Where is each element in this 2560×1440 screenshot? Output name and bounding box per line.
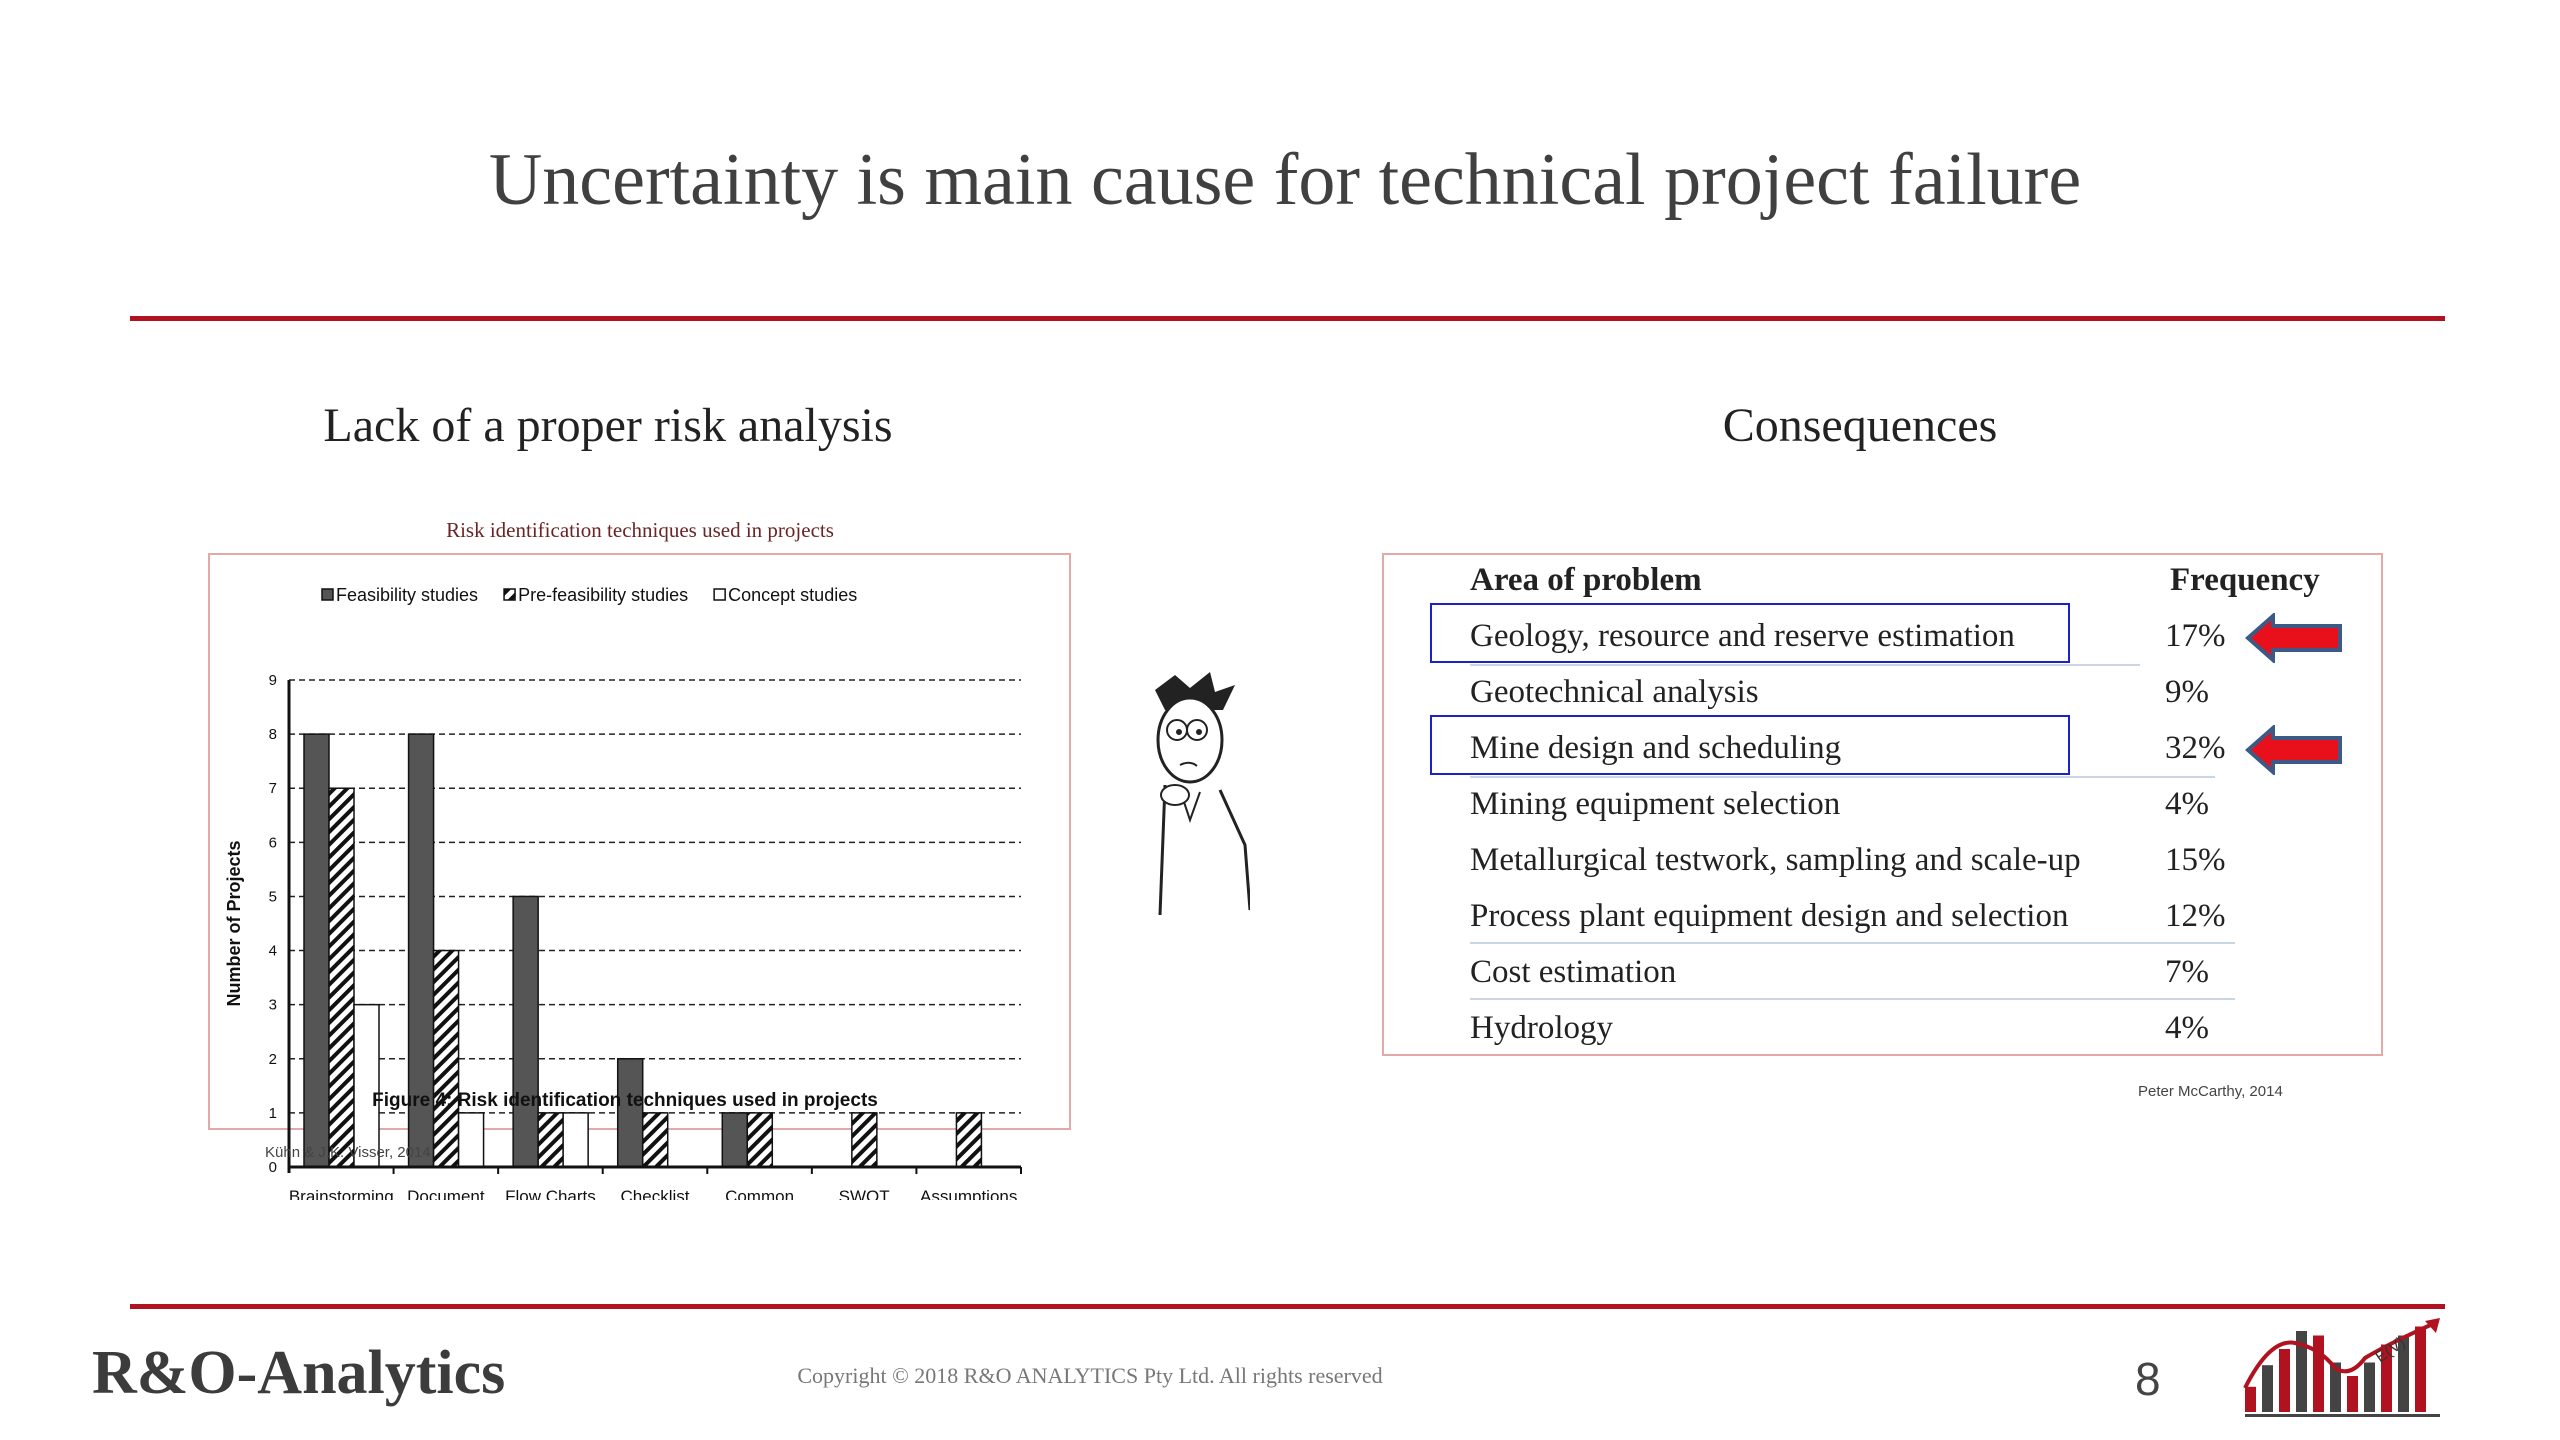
x-tick-label: Flow Charts [505, 1187, 596, 1200]
bar-white [457, 1112, 485, 1168]
table-row-area: Cost estimation [1470, 954, 1677, 990]
logo-bar [2381, 1344, 2392, 1412]
y-tick-label: 4 [269, 943, 277, 960]
logo-bar [2398, 1335, 2409, 1412]
y-tick-label: 3 [269, 997, 277, 1014]
bar-hatched [432, 949, 460, 1168]
logo-bar [2262, 1365, 2273, 1412]
y-tick-label: 7 [269, 780, 277, 797]
x-tick-label: Common [725, 1187, 794, 1200]
company-logo-icon: E(V) [2243, 1318, 2440, 1417]
y-tick-label: 1 [269, 1105, 277, 1122]
table-row-frequency: 9% [2165, 674, 2209, 710]
table-header-area: Area of problem [1470, 562, 1702, 598]
bar-white [562, 1112, 589, 1168]
row-underline [1470, 776, 2215, 778]
chart-citation: Kühn & J.K. Visser, 2014 [265, 1144, 431, 1161]
x-tick-label: Checklist [621, 1187, 690, 1200]
top-divider [130, 316, 2445, 321]
highlight-box [1430, 715, 2070, 775]
legend-label: Feasibility studies [336, 585, 478, 605]
right-heading: Consequences [1722, 399, 1998, 452]
table-row-frequency: 4% [2165, 786, 2209, 822]
x-tick-label: Assumptions [920, 1187, 1017, 1200]
table-row-area: Process plant equipment design and selec… [1470, 898, 2069, 934]
bar-white [353, 1003, 380, 1168]
bar-chart: 0123456789BrainstormingDocumentReviewsFl… [224, 585, 1022, 1200]
table-row-frequency: 15% [2165, 842, 2226, 878]
table-row-frequency: 7% [2165, 954, 2209, 990]
table-row-area: Hydrology [1470, 1010, 1613, 1046]
bar-solid [616, 1058, 644, 1168]
logo-bar [2347, 1376, 2358, 1412]
table-row-area: Geology, resource and reserve estimation [1470, 618, 2015, 654]
table-citation: Peter McCarthy, 2014 [2138, 1083, 2283, 1100]
legend-label: Concept studies [728, 585, 857, 605]
legend-label: Pre-feasibility studies [518, 585, 688, 605]
brand-name: R&O-Analytics [92, 1339, 506, 1407]
row-underline [1470, 664, 2140, 666]
table-row-frequency: 12% [2165, 898, 2226, 934]
bar-solid [512, 895, 539, 1168]
logo-bar [2296, 1331, 2307, 1412]
legend-swatch [713, 588, 726, 601]
logo-bar [2313, 1335, 2324, 1412]
copyright: Copyright © 2018 R&O ANALYTICS Pty Ltd. … [797, 1363, 1383, 1388]
logo-bar [2364, 1362, 2375, 1412]
row-underline [1470, 942, 2235, 944]
red-arrow-icon [2245, 613, 2342, 663]
y-tick-label: 2 [269, 1051, 277, 1068]
left-heading: Lack of a proper risk analysis [323, 399, 893, 452]
table-row-area: Mine design and scheduling [1470, 730, 1842, 766]
red-arrow-icon [2245, 725, 2342, 775]
x-tick-label: Brainstorming [289, 1187, 394, 1200]
chart-caption: Risk identification techniques used in p… [446, 518, 834, 542]
table-row-area: Metallurgical testwork, sampling and sca… [1470, 842, 2081, 878]
problem-table [1382, 553, 2383, 1056]
table-row-frequency: 32% [2165, 730, 2226, 766]
y-tick-label: 5 [269, 888, 277, 905]
logo-bar [2279, 1349, 2290, 1412]
thinking-man-icon [1155, 672, 1250, 916]
row-underline [1470, 998, 2235, 1000]
bar-hatched [537, 1112, 564, 1168]
table-row-area: Mining equipment selection [1470, 786, 1841, 822]
x-tick-label: Document [407, 1187, 485, 1200]
bar-hatched [955, 1112, 983, 1168]
x-tick-label: SWOT [839, 1187, 890, 1200]
bar-hatched [851, 1112, 878, 1168]
table-row-frequency: 17% [2165, 618, 2226, 654]
logo-bar [2245, 1386, 2256, 1412]
bar-hatched [641, 1112, 669, 1168]
bar-hatched [328, 787, 355, 1168]
y-tick-label: 8 [269, 726, 277, 743]
table-row-frequency: 4% [2165, 1010, 2209, 1046]
table-header-frequency: Frequency [2170, 562, 2320, 598]
bar-solid [721, 1112, 749, 1168]
table-row-area: Geotechnical analysis [1470, 674, 1759, 710]
y-tick-label: 9 [269, 672, 277, 689]
y-axis-label: Number of Projects [224, 840, 244, 1006]
legend-swatch [503, 588, 516, 601]
slide-title: Uncertainty is main cause for technical … [488, 139, 2082, 221]
highlight-box [1430, 603, 2070, 663]
page-number: 8 [2135, 1353, 2161, 1405]
bar-solid [303, 733, 330, 1168]
figure-caption: Figure 4: Risk identification techniques… [372, 1090, 878, 1111]
bar-hatched [746, 1112, 774, 1168]
logo-bar [2330, 1362, 2341, 1412]
legend-swatch [321, 588, 334, 601]
y-tick-label: 0 [269, 1159, 277, 1176]
logo-bar [2415, 1326, 2426, 1412]
y-tick-label: 6 [269, 834, 277, 851]
bottom-divider [130, 1304, 2445, 1309]
